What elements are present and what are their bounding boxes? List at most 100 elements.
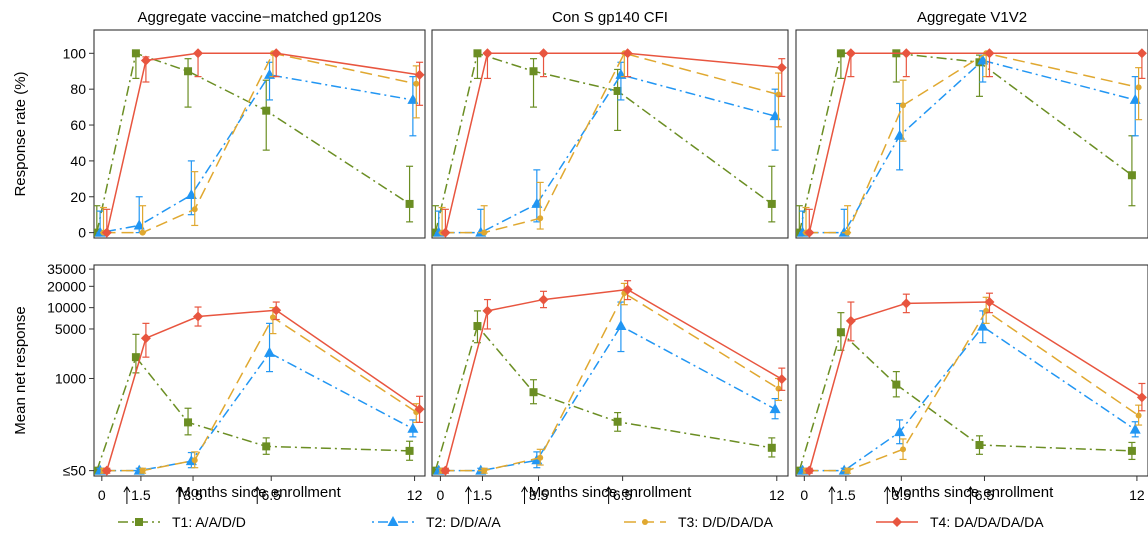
x-tick-label-1-0: 0 (98, 487, 106, 503)
x-tick-label-2-4: 12 (769, 487, 785, 503)
point-s1-rate-3-1 (836, 49, 845, 58)
vaccination-arrow-1-2 (175, 486, 183, 504)
point-s3-mean-1-3 (269, 314, 276, 321)
series-line-s1-mean-1 (96, 355, 410, 471)
y-axis-title-mean: Mean net response (12, 306, 29, 434)
error-bar-s2-rate-2-2 (533, 169, 541, 223)
series-line-s3-rate-2 (442, 52, 779, 234)
point-s3-rate-1-4 (413, 80, 420, 87)
point-s4-mean-3-0 (804, 465, 815, 476)
error-bar-s2-rate-2-3 (617, 61, 625, 101)
point-s3-rate-1-1 (139, 229, 146, 236)
panel-frame-rate-3 (795, 29, 1148, 239)
y-tick-label-rate-0: 0 (78, 225, 86, 241)
legend-item-2: T2: D/D/A/A (372, 514, 501, 530)
panel-plot-area-rate-2 (432, 48, 787, 238)
point-s3-mean-2-2 (537, 454, 544, 461)
series-3-mean-1 (100, 307, 420, 474)
x-axis-title-3: Months since enrollment (891, 484, 1054, 501)
point-s1-mean-1-2 (184, 418, 193, 427)
y-tick-label-rate-4: 80 (70, 81, 86, 97)
legend-label-2: T2: D/D/A/A (426, 514, 501, 530)
x-axis-title-1: Months since enrollment (178, 484, 341, 501)
vaccination-arrow-2-3 (605, 486, 613, 504)
error-bar-s2-rate-1-4 (409, 76, 417, 137)
point-s4-mean-1-2 (193, 311, 204, 322)
error-bar-s1-rate-3-2 (892, 52, 900, 83)
error-bar-s4-rate-1-4 (416, 61, 424, 106)
point-s4-rate-3-3 (984, 48, 995, 59)
series-3-mean-3 (802, 296, 1143, 474)
panel-frame-mean-1 (93, 264, 426, 477)
series-line-s3-mean-3 (806, 309, 1140, 472)
x-tick-label-2-2: 3.5 (529, 487, 549, 503)
y-tick-label-rate-1: 20 (70, 189, 86, 205)
panel-plot-area-rate-3 (796, 48, 1147, 238)
point-s1-mean-1-3 (262, 442, 271, 451)
point-s2-mean-3-4 (1129, 423, 1141, 434)
point-s4-mean-3-4 (1136, 392, 1147, 403)
series-3-rate-1 (100, 50, 420, 236)
y-tick-label-mean-3: 10000 (47, 300, 86, 316)
point-s2-rate-1-4 (407, 93, 419, 104)
x-tick-label-1-2: 3.5 (183, 487, 203, 503)
point-s4-mean-1-3 (271, 305, 282, 316)
point-s4-rate-2-4 (776, 62, 787, 73)
point-s4-mean-2-0 (440, 465, 451, 476)
panel-frame-rate-2 (431, 29, 789, 239)
panel-mean-2 (431, 264, 789, 477)
panel-mean-3 (795, 264, 1148, 477)
point-s1-rate-1-3 (262, 106, 271, 115)
point-s1-rate-1-1 (131, 49, 140, 58)
x-tick-label-3-4: 12 (1129, 487, 1145, 503)
legend-label-3: T3: D/D/DA/DA (678, 514, 774, 530)
series-4-rate-2 (440, 48, 787, 238)
point-s1-mean-3-3 (975, 441, 984, 450)
x-tick-label-3-2: 3.5 (892, 487, 912, 503)
series-line-s3-rate-3 (806, 52, 1139, 234)
point-s1-mean-2-2 (529, 388, 538, 397)
y-tick-label-rate-2: 40 (70, 153, 86, 169)
point-s4-mean-2-3 (622, 284, 633, 295)
point-s2-mean-3-3 (977, 320, 989, 331)
error-bar-s3-rate-3-4 (1135, 67, 1143, 121)
series-line-s3-mean-2 (442, 292, 779, 472)
point-s3-mean-3-2 (900, 446, 907, 453)
point-s4-mean-1-1 (140, 333, 151, 344)
point-s2-rate-1-2 (185, 188, 197, 199)
series-line-s2-rate-1 (99, 74, 414, 234)
point-s1-mean-1-4 (405, 446, 414, 455)
series-4-mean-3 (804, 292, 1147, 476)
point-s3-rate-1-2 (191, 206, 198, 213)
point-s3-mean-3-4 (1135, 412, 1142, 419)
panel-rate-2 (431, 29, 789, 239)
point-s3-rate-3-4 (1135, 84, 1142, 91)
series-2-rate-1 (94, 61, 419, 237)
error-bar-s3-rate-2-4 (774, 72, 782, 128)
panel-plot-area-mean-3 (796, 292, 1147, 476)
legend-label-1: T1: A/A/D/D (172, 514, 246, 530)
series-4-rate-3 (804, 48, 1147, 238)
series-line-s2-mean-1 (100, 351, 414, 472)
series-line-s1-mean-3 (798, 330, 1132, 471)
panel-plot-area-mean-1 (94, 301, 425, 476)
legend-marker-3 (642, 519, 648, 525)
point-s2-mean-3-2 (894, 426, 906, 437)
panel-plot-area-rate-1 (94, 48, 425, 238)
error-bar-s1-rate-1-3 (262, 79, 270, 151)
y-tick-label-rate-5: 100 (63, 45, 87, 61)
legend-marker-2 (387, 516, 399, 526)
vaccination-arrow-3-3 (967, 486, 974, 504)
series-line-s3-rate-1 (103, 52, 417, 234)
point-s3-mean-1-2 (191, 457, 198, 464)
point-s1-rate-1-4 (405, 199, 414, 208)
series-3-rate-3 (802, 50, 1143, 236)
point-s4-rate-3-4 (1136, 48, 1147, 59)
legend-marker-1 (135, 518, 143, 526)
series-line-s2-mean-2 (438, 325, 776, 472)
x-tick-label-3-0: 0 (800, 487, 808, 503)
point-s4-rate-1-2 (193, 48, 204, 59)
panel-frame-mean-2 (431, 264, 789, 477)
series-4-rate-1 (101, 48, 425, 238)
